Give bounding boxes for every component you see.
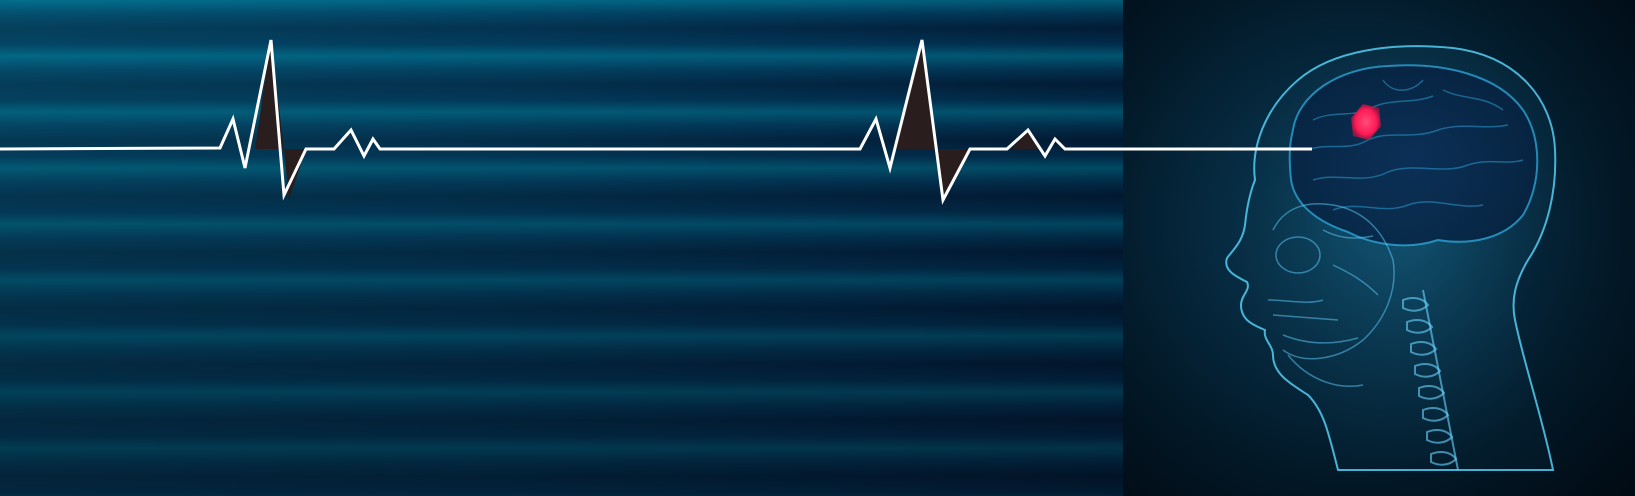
- brain-highlight-spot: [1351, 104, 1381, 140]
- ecg-trace: [0, 39, 1312, 205]
- brain-shape: [1288, 64, 1539, 247]
- spine-vertebrae: [1402, 289, 1459, 471]
- skull-lines: [1267, 203, 1395, 387]
- xray-head-illustration: [1225, 45, 1557, 471]
- background-shading: [0, 0, 1124, 496]
